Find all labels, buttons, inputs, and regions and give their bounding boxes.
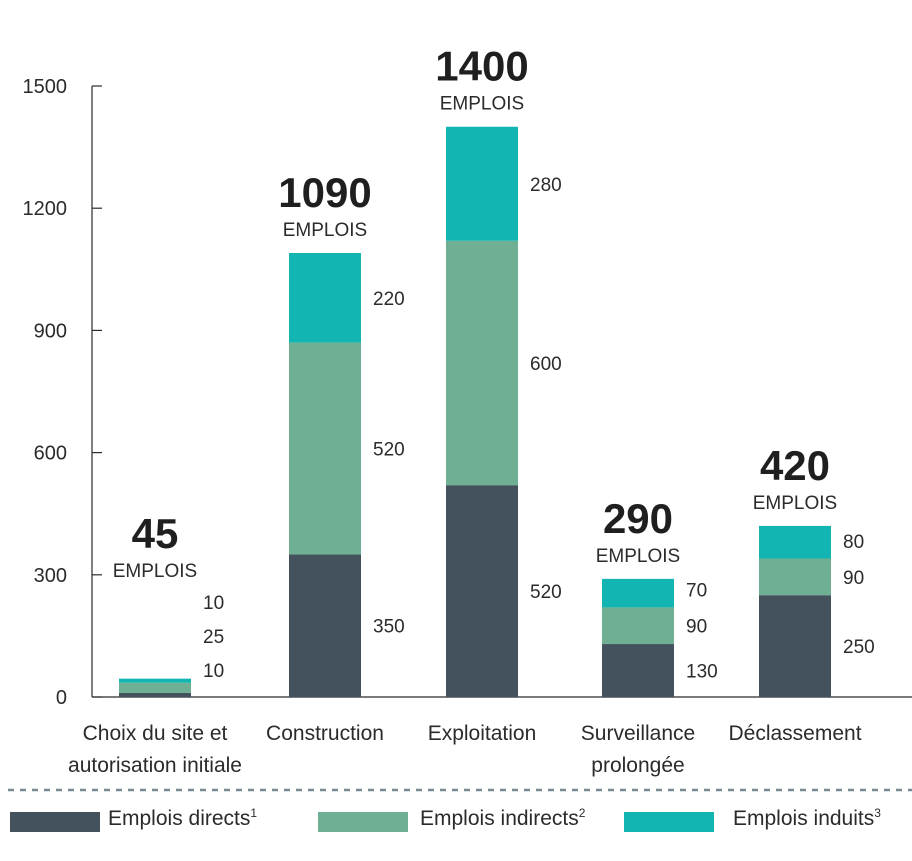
value-label-direct: 130 <box>686 662 718 683</box>
legend-label-indirect: Emplois indirects2 <box>420 806 586 830</box>
bar-segment-indirect <box>289 342 361 555</box>
total-value-label: 45 <box>132 510 179 557</box>
bar-segment-indirect <box>119 682 191 693</box>
value-label-indirect: 90 <box>686 617 707 638</box>
bar-segment-direct <box>759 595 831 697</box>
bar-segment-induced <box>602 578 674 608</box>
stacked-bar-chart: 0 300 600 900 1200 1500 10 25 10 45 EMPLOIS 350 520… <box>8 43 912 792</box>
value-label-direct: 10 <box>203 661 224 682</box>
legend: Emplois directs1 Emplois indirects2 Empl… <box>0 806 912 861</box>
bar-segment-indirect <box>602 607 674 645</box>
bars <box>119 126 831 697</box>
total-unit-label: EMPLOIS <box>283 220 367 241</box>
y-tick-label: 0 <box>56 687 67 709</box>
bar-segment-induced <box>119 678 191 683</box>
total-value-label: 420 <box>760 442 830 489</box>
total-value-label: 1400 <box>435 43 528 90</box>
total-value-label: 1090 <box>278 169 371 216</box>
y-tick-label: 900 <box>34 320 67 342</box>
bar-segment-induced <box>446 126 518 241</box>
total-unit-label: EMPLOIS <box>596 546 680 567</box>
value-label-indirect: 25 <box>203 627 224 648</box>
value-label-indirect: 90 <box>843 568 864 589</box>
y-axis: 0 300 600 900 1200 1500 <box>23 76 912 709</box>
bar-segment-direct <box>119 692 191 697</box>
y-tick-label: 1500 <box>23 76 68 98</box>
y-tick-label: 600 <box>34 443 67 465</box>
category-label: Construction <box>266 722 384 745</box>
legend-label-direct: Emplois directs1 <box>108 806 258 830</box>
value-label-induced: 280 <box>530 175 562 196</box>
data-labels: 10 25 10 45 EMPLOIS 350 520 220 1090 EMPLOIS 520 60… <box>113 43 875 683</box>
category-label: prolongée <box>591 754 684 777</box>
category-label: Surveillance <box>581 722 695 745</box>
category-label: Déclassement <box>728 722 861 745</box>
bar-segment-direct <box>602 644 674 697</box>
value-label-direct: 520 <box>530 582 562 603</box>
legend-swatch-indirect <box>318 812 408 832</box>
legend-label-induced: Emplois induits3 <box>733 806 881 830</box>
y-tick-label: 1200 <box>23 198 68 220</box>
bar-segment-indirect <box>446 240 518 486</box>
category-label: Choix du site et <box>83 722 228 745</box>
category-label: autorisation initiale <box>68 754 242 777</box>
total-unit-label: EMPLOIS <box>113 561 197 582</box>
value-label-induced: 80 <box>843 532 864 553</box>
legend-swatch-induced <box>624 812 714 832</box>
value-label-indirect: 600 <box>530 354 562 375</box>
bar-segment-induced <box>759 525 831 559</box>
value-label-induced: 220 <box>373 289 405 310</box>
x-axis: Choix du site et autorisation initiale Con… <box>68 722 862 777</box>
legend-swatch-direct <box>10 812 100 832</box>
bar-segment-direct <box>446 485 518 697</box>
value-label-indirect: 520 <box>373 440 405 461</box>
bar-segment-direct <box>289 554 361 697</box>
total-unit-label: EMPLOIS <box>440 94 524 115</box>
total-value-label: 290 <box>603 495 673 542</box>
value-label-induced: 70 <box>686 581 707 602</box>
bar-segment-induced <box>289 253 361 343</box>
value-label-induced: 10 <box>203 593 224 614</box>
y-tick-label: 300 <box>34 565 67 587</box>
value-label-direct: 250 <box>843 637 875 658</box>
total-unit-label: EMPLOIS <box>753 493 837 514</box>
category-label: Exploitation <box>428 722 537 745</box>
value-label-direct: 350 <box>373 617 405 638</box>
bar-segment-indirect <box>759 558 831 596</box>
